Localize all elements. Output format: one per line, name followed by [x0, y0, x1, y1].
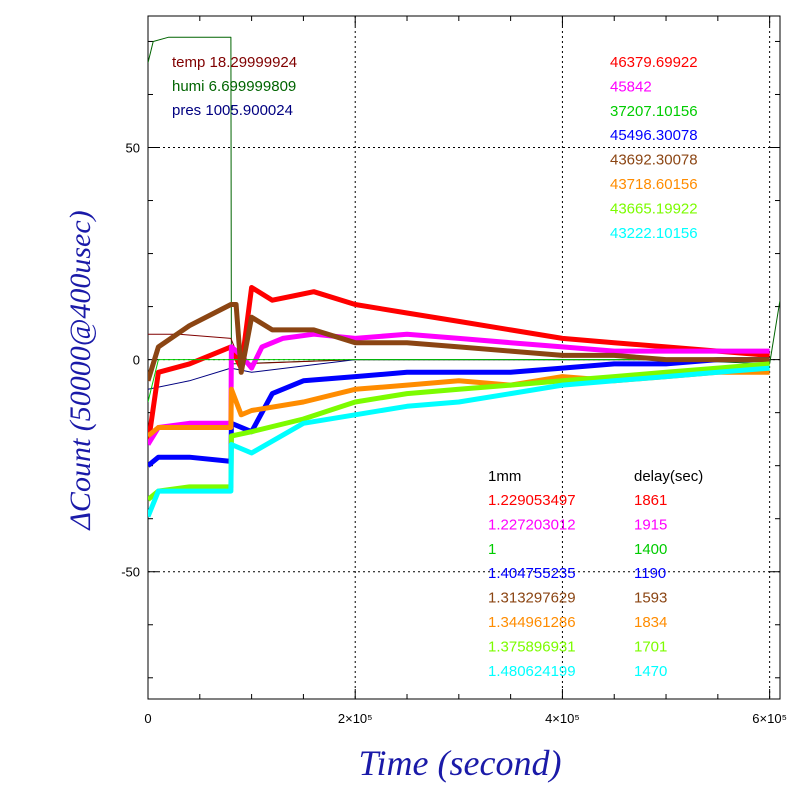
y-tick-label: 0: [133, 353, 140, 368]
env-legend-entry: pres 1005.900024: [172, 102, 293, 119]
delay-value: 1915: [634, 516, 667, 533]
baseline-legend-entry: 45496.30078: [610, 127, 698, 144]
delay-value: 1400: [634, 541, 667, 558]
x-tick-label: 2×10⁵: [338, 711, 373, 726]
baseline-legend-entry: 37207.10156: [610, 103, 698, 120]
env-legend-entry: humi 6.699999809: [172, 78, 296, 95]
ratio-value: 1.229053497: [488, 492, 576, 509]
delay-column-header: delay(sec): [634, 468, 703, 485]
delay-value: 1470: [634, 663, 667, 680]
baseline-legend-entry: 43718.60156: [610, 176, 698, 193]
count-series-line: [148, 359, 770, 403]
delay-value: 1701: [634, 638, 667, 655]
x-tick-label: 6×10⁵: [752, 711, 787, 726]
ratio-value: 1.480624199: [488, 663, 576, 680]
ticks: 0 2×10⁵ 4×10⁵ 6×10⁵ 50 0 -50: [121, 16, 787, 726]
count-series-line: [148, 302, 770, 382]
series-layer: [148, 36, 780, 518]
baseline-legend-entry: 45842: [610, 78, 652, 95]
x-tick-label: 0: [144, 711, 151, 726]
delay-value: 1190: [634, 565, 666, 582]
baseline-legend: 46379.69922 45842 37207.10156 45496.30078 43…: [610, 54, 698, 242]
baseline-legend-entry: 43692.30078: [610, 152, 698, 169]
x-tick-label: 4×10⁵: [545, 711, 580, 726]
env-legend-entry: temp 18.29999924: [172, 54, 297, 71]
ratio-column-header: 1mm: [488, 468, 521, 485]
baseline-legend-entry: 43665.19922: [610, 200, 698, 217]
ratio-value: 1.344961286: [488, 614, 576, 631]
ratio-table: 1mm delay(sec) 1.229053497 1861 1.22720301…: [488, 468, 703, 680]
y-axis-title: ΔCount (50000@400usec): [64, 210, 97, 530]
x-axis-title: Time (second): [359, 743, 562, 783]
y-tick-label: 50: [126, 141, 140, 156]
delay-value: 1861: [634, 492, 667, 509]
env-legend: temp 18.29999924 humi 6.699999809 pres 100…: [172, 54, 297, 119]
count-series-line: [148, 365, 770, 518]
ratio-value: 1.375896931: [488, 638, 576, 655]
ratio-value: 1.404755235: [488, 565, 576, 582]
plot-frame: [147, 15, 781, 700]
ratio-value: 1.227203012: [488, 516, 576, 533]
delay-value: 1593: [634, 590, 667, 607]
baseline-legend-entry: 46379.69922: [610, 54, 698, 71]
delay-value: 1834: [634, 614, 667, 631]
count-series-line: [148, 361, 770, 502]
count-series-line: [148, 285, 770, 445]
baseline-legend-entry: 43222.10156: [610, 225, 698, 242]
ratio-value: 1.313297629: [488, 590, 576, 607]
y-tick-label: -50: [121, 565, 140, 580]
count-series-line: [148, 357, 770, 468]
ratio-value: 1: [488, 541, 496, 558]
